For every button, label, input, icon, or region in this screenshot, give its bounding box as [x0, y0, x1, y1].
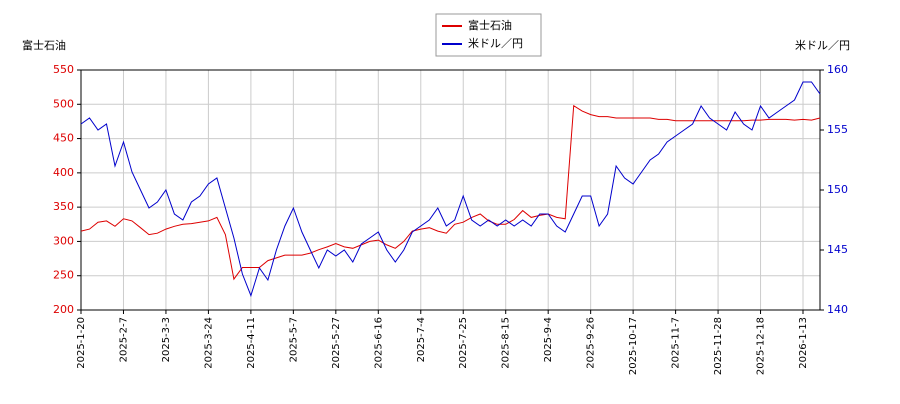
x-tick-label: 2025-6-16	[373, 317, 384, 369]
y2-tick-label: 155	[827, 123, 848, 136]
y2-tick-label: 150	[827, 183, 848, 196]
y-tick-label: 550	[53, 63, 74, 76]
x-tick-label: 2025-2-7	[118, 317, 129, 362]
x-tick-label: 2025-7-25	[458, 317, 469, 369]
x-tick-label: 2025-1-20	[76, 317, 87, 369]
x-tick-label: 2025-8-15	[501, 317, 512, 369]
x-tick-label: 2025-5-27	[331, 317, 342, 369]
x-tick-label: 2025-7-4	[416, 317, 427, 362]
x-tick-label: 2025-9-26	[586, 317, 597, 369]
legend-label: 米ドル／円	[468, 37, 523, 50]
x-tick-label: 2025-9-4	[543, 317, 554, 362]
y-tick-label: 400	[53, 166, 74, 179]
x-tick-label: 2026-1-13	[798, 317, 809, 369]
x-tick-label: 2025-3-24	[203, 317, 214, 369]
x-tick-label: 2025-11-7	[671, 317, 682, 369]
x-tick-label: 2025-11-28	[713, 317, 724, 375]
x-tick-label: 2025-12-18	[756, 317, 767, 375]
plot-frame	[80, 69, 821, 311]
y2-tick-label: 145	[827, 243, 848, 256]
series-line	[80, 104, 821, 281]
y2-axis-title: 米ドル／円	[795, 39, 850, 52]
y2-tick-label: 160	[827, 63, 848, 76]
y-tick-label: 200	[53, 303, 74, 316]
x-tick-label: 2025-10-17	[628, 317, 639, 375]
x-tick-label: 2025-3-3	[161, 317, 172, 362]
legend-box	[435, 13, 542, 57]
y-tick-label: 250	[53, 269, 74, 282]
legend-label: 富士石油	[468, 18, 512, 32]
y2-tick-label: 140	[827, 303, 848, 316]
y-axis-title: 富士石油	[22, 38, 66, 52]
y-tick-label: 350	[53, 200, 74, 213]
x-tick-label: 2025-4-11	[246, 317, 257, 369]
x-tick-label: 2025-5-7	[288, 317, 299, 362]
y-tick-label: 300	[53, 234, 74, 247]
series-line	[80, 81, 821, 298]
y-tick-label: 500	[53, 97, 74, 110]
y-tick-label: 450	[53, 132, 74, 145]
